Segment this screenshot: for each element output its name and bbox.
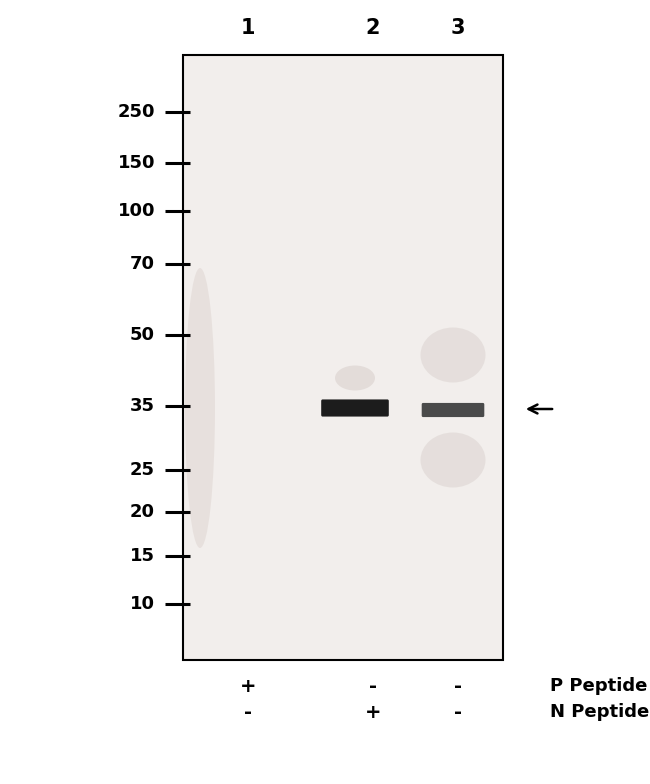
- Text: 1: 1: [240, 18, 255, 38]
- Ellipse shape: [421, 328, 486, 383]
- Text: 250: 250: [118, 103, 155, 121]
- Text: +: +: [240, 677, 256, 695]
- Text: -: -: [454, 702, 462, 721]
- Text: 3: 3: [450, 18, 465, 38]
- Text: 2: 2: [366, 18, 380, 38]
- Text: 35: 35: [130, 397, 155, 415]
- Text: 10: 10: [130, 595, 155, 613]
- Ellipse shape: [185, 268, 215, 548]
- Text: -: -: [369, 677, 377, 695]
- FancyBboxPatch shape: [422, 403, 484, 417]
- Text: -: -: [454, 677, 462, 695]
- Text: 70: 70: [130, 255, 155, 273]
- Text: +: +: [365, 702, 382, 721]
- FancyBboxPatch shape: [321, 399, 389, 416]
- Text: 20: 20: [130, 503, 155, 521]
- Ellipse shape: [335, 365, 375, 390]
- Text: 150: 150: [118, 154, 155, 172]
- Bar: [183, 55, 503, 660]
- Text: -: -: [244, 702, 252, 721]
- Text: 15: 15: [130, 547, 155, 565]
- Text: N Peptide: N Peptide: [550, 703, 649, 721]
- Text: 25: 25: [130, 461, 155, 479]
- Text: 50: 50: [130, 326, 155, 344]
- Ellipse shape: [421, 433, 486, 488]
- Text: 100: 100: [118, 202, 155, 220]
- Text: P Peptide: P Peptide: [550, 677, 647, 695]
